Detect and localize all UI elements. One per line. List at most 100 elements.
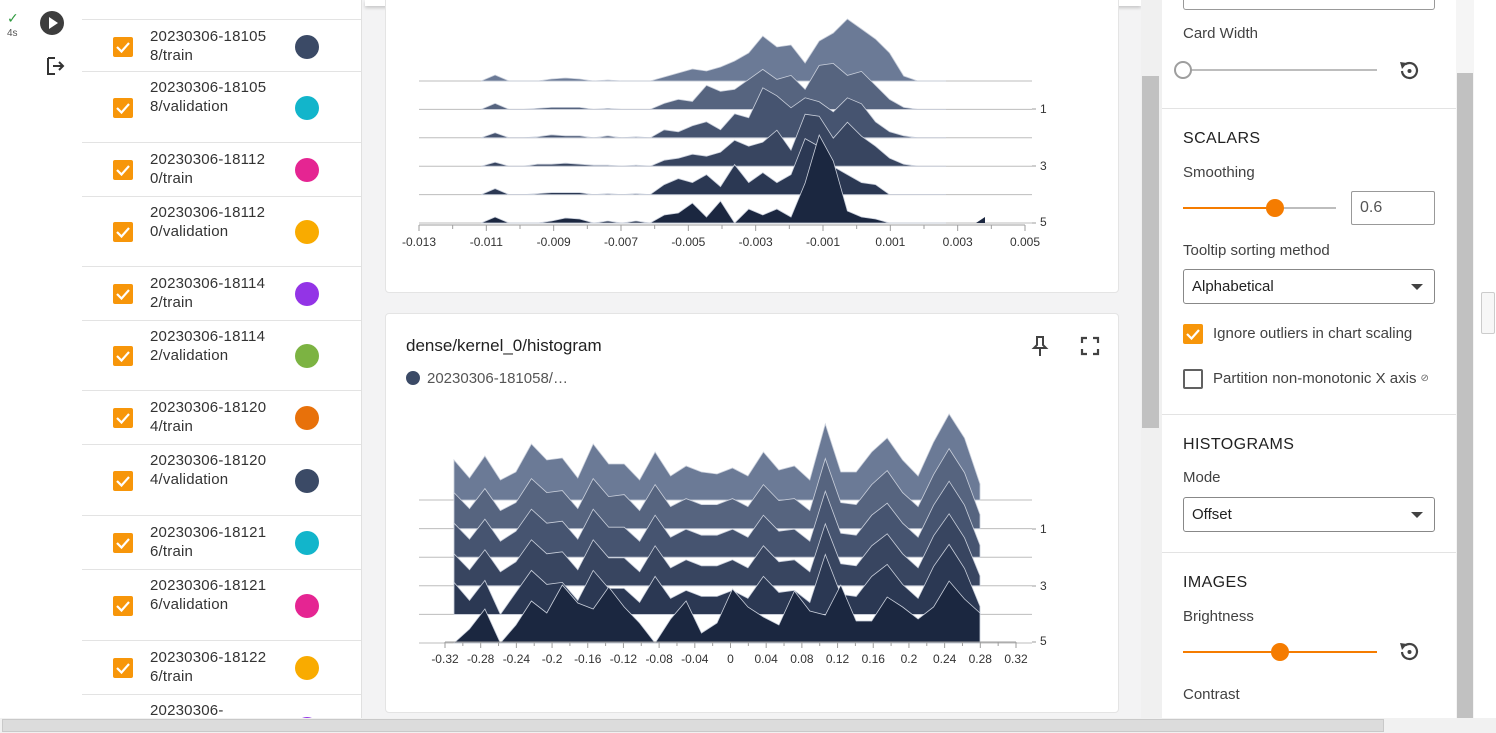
run-checkbox[interactable] [113, 98, 133, 118]
run-row[interactable]: 20230306-181204/validation [82, 445, 361, 516]
left-rail: ✓ 4s [0, 0, 82, 733]
histogram-ridge[interactable] [480, 113, 946, 167]
run-row[interactable]: 20230306- [82, 695, 361, 718]
fullscreen-icon[interactable] [1080, 336, 1100, 356]
histogram-ridge[interactable] [480, 87, 946, 139]
tooltip-sort-select[interactable]: Alphabetical [1183, 269, 1435, 304]
histogram-ridge[interactable] [453, 513, 981, 587]
run-row[interactable]: 20230306-181204/train [82, 391, 361, 445]
run-color-swatch[interactable] [295, 406, 319, 430]
play-button[interactable] [40, 11, 64, 35]
run-checkbox[interactable] [113, 284, 133, 304]
run-color-swatch[interactable] [295, 35, 319, 59]
checkmark-icon [116, 413, 130, 425]
histogram-ridge[interactable] [453, 447, 981, 529]
run-row[interactable]: 20230306-181120/train [82, 143, 361, 197]
settings-pane: Card Width SCALARS Smoothing 0.6 Tooltip… [1162, 0, 1456, 718]
x-tick-label: -0.005 [671, 235, 705, 249]
check-icon: ✓ [7, 10, 19, 26]
export-icon[interactable] [44, 55, 66, 77]
run-checkbox[interactable] [113, 160, 133, 180]
x-tick-label: -0.32 [431, 652, 459, 666]
scrollbar-thumb[interactable] [2, 719, 1384, 732]
run-checkbox[interactable] [113, 596, 133, 616]
reset-icon[interactable] [1396, 639, 1422, 665]
checkmark-icon [1186, 329, 1200, 341]
horizontal-scrollbar[interactable] [0, 718, 1496, 733]
run-row[interactable]: 20230306-181226/train [82, 641, 361, 695]
run-checkbox[interactable] [113, 408, 133, 428]
histogram-ridge[interactable] [480, 18, 946, 82]
run-row[interactable]: 20230306-181216/validation [82, 570, 361, 641]
card-width-label: Card Width [1183, 25, 1259, 42]
x-tick-label: 0.24 [933, 652, 957, 666]
checkmark-icon [116, 289, 130, 301]
run-color-swatch[interactable] [295, 282, 319, 306]
x-tick-label: -0.007 [604, 235, 638, 249]
run-row[interactable]: 20230306-181120/validation [82, 197, 361, 267]
ignore-outliers-checkbox[interactable] [1183, 324, 1203, 344]
run-color-swatch[interactable] [295, 717, 319, 718]
smoothing-thumb[interactable] [1266, 199, 1284, 217]
histogram-ridge[interactable] [480, 62, 946, 110]
smoothing-label: Smoothing [1183, 164, 1255, 181]
run-checkbox[interactable] [113, 533, 133, 553]
help-icon[interactable]: ⊘ [1420, 373, 1429, 384]
mode-value: Offset [1192, 506, 1232, 523]
run-color-swatch[interactable] [295, 469, 319, 493]
histogram-ridge[interactable] [453, 413, 981, 501]
histogram-ridge[interactable] [976, 217, 985, 223]
x-tick-label: -0.2 [542, 652, 563, 666]
scalars-heading: SCALARS [1183, 130, 1261, 147]
run-checkbox[interactable] [113, 222, 133, 242]
histogram-ridge[interactable] [453, 480, 981, 558]
partition-checkbox[interactable] [1183, 369, 1203, 389]
histograms-section: HISTOGRAMS Mode Offset [1162, 415, 1456, 553]
x-tick-label: -0.013 [402, 235, 436, 249]
theme-select[interactable] [1183, 0, 1435, 10]
settings-scrollbar[interactable] [1456, 0, 1496, 718]
x-tick-label: -0.001 [806, 235, 840, 249]
side-handle[interactable] [1481, 292, 1495, 334]
smoothing-input[interactable]: 0.6 [1351, 191, 1435, 225]
main-scrollbar[interactable] [1141, 0, 1162, 718]
run-row[interactable]: 20230306-181142/validation [82, 321, 361, 391]
run-color-swatch[interactable] [295, 220, 319, 244]
run-row[interactable]: 20230306-181058/train [82, 19, 361, 72]
card-width-thumb[interactable] [1174, 61, 1192, 79]
histogram-ridge[interactable] [480, 133, 946, 224]
run-color-swatch[interactable] [295, 344, 319, 368]
ignore-outliers-label: Ignore outliers in chart scaling [1213, 325, 1413, 342]
run-label: 20230306-181142/train [150, 275, 266, 311]
run-color-swatch[interactable] [295, 531, 319, 555]
reset-icon[interactable] [1396, 58, 1422, 84]
brightness-thumb[interactable] [1271, 643, 1289, 661]
mode-select[interactable]: Offset [1183, 497, 1435, 532]
run-checkbox[interactable] [113, 37, 133, 57]
run-label: 20230306-181058/validation [150, 79, 267, 115]
run-color-swatch[interactable] [295, 656, 319, 680]
run-color-swatch[interactable] [295, 96, 319, 120]
histogram-chart-2[interactable]: -0.32 -0.28 -0.24 -0.2 -0.16 -0.12 -0.08 -0.04 0… [386, 314, 1120, 714]
histogram-chart-1[interactable]: -0.013 -0.011 -0.009 -0.007 -0.005 -0.003 -0.0… [386, 0, 1120, 294]
run-row[interactable]: 20230306-181058/validation [82, 72, 361, 143]
x-tick-label: 0.003 [943, 235, 973, 249]
x-tick-label: 0.04 [755, 652, 779, 666]
contrast-label: Contrast [1183, 686, 1240, 703]
scrollbar-thumb[interactable] [1142, 76, 1159, 428]
run-checkbox[interactable] [113, 346, 133, 366]
run-row[interactable]: 20230306-181216/train [82, 516, 361, 570]
pin-icon[interactable] [1031, 335, 1049, 357]
run-color-swatch[interactable] [295, 594, 319, 618]
run-checkbox[interactable] [113, 471, 133, 491]
histogram-ridge[interactable] [452, 580, 981, 644]
y-tick-label: 1 [1040, 102, 1047, 116]
checkmark-icon [116, 476, 130, 488]
chevron-down-icon [1411, 284, 1423, 290]
histogram-ridge[interactable] [453, 543, 981, 616]
run-checkbox[interactable] [113, 658, 133, 678]
scrollbar-thumb[interactable] [1457, 73, 1473, 718]
card-width-track[interactable] [1188, 69, 1377, 71]
run-color-swatch[interactable] [295, 158, 319, 182]
run-row[interactable]: 20230306-181142/train [82, 267, 361, 321]
